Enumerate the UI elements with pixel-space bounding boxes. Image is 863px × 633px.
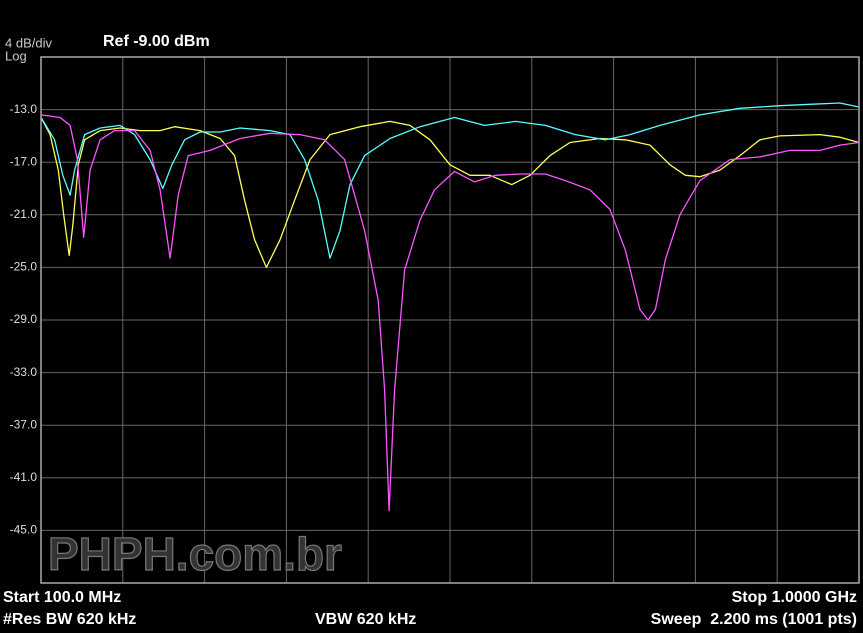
reference-level: Ref -9.00 dBm bbox=[103, 33, 210, 50]
y-tick-label: -33.0 bbox=[10, 365, 38, 379]
trace bbox=[40, 114, 860, 512]
video-bandwidth: VBW 620 kHz bbox=[315, 611, 416, 628]
plot-frame bbox=[40, 56, 860, 584]
sweep-time: Sweep 2.200 ms (1001 pts) bbox=[651, 611, 857, 628]
y-tick-label: -41.0 bbox=[10, 470, 38, 484]
stop-frequency: Stop 1.0000 GHz bbox=[732, 589, 857, 606]
scale-type: Log bbox=[5, 48, 27, 63]
grid bbox=[41, 57, 859, 583]
y-tick-label: -45.0 bbox=[10, 523, 38, 537]
y-tick-label: -29.0 bbox=[10, 312, 38, 326]
traces bbox=[40, 102, 860, 512]
trace bbox=[40, 102, 860, 259]
y-tick-label: -37.0 bbox=[10, 417, 38, 431]
y-tick-label: -17.0 bbox=[10, 154, 38, 168]
trace bbox=[40, 117, 860, 269]
start-frequency: Start 100.0 MHz bbox=[3, 589, 121, 606]
resolution-bandwidth: #Res BW 620 kHz bbox=[3, 611, 136, 628]
y-tick-label: -13.0 bbox=[10, 102, 38, 116]
y-tick-label: -25.0 bbox=[10, 260, 38, 274]
watermark: PHPH.com.br bbox=[48, 528, 342, 580]
y-tick-label: -21.0 bbox=[10, 207, 38, 221]
scale-label: 4 dB/div bbox=[5, 35, 52, 50]
